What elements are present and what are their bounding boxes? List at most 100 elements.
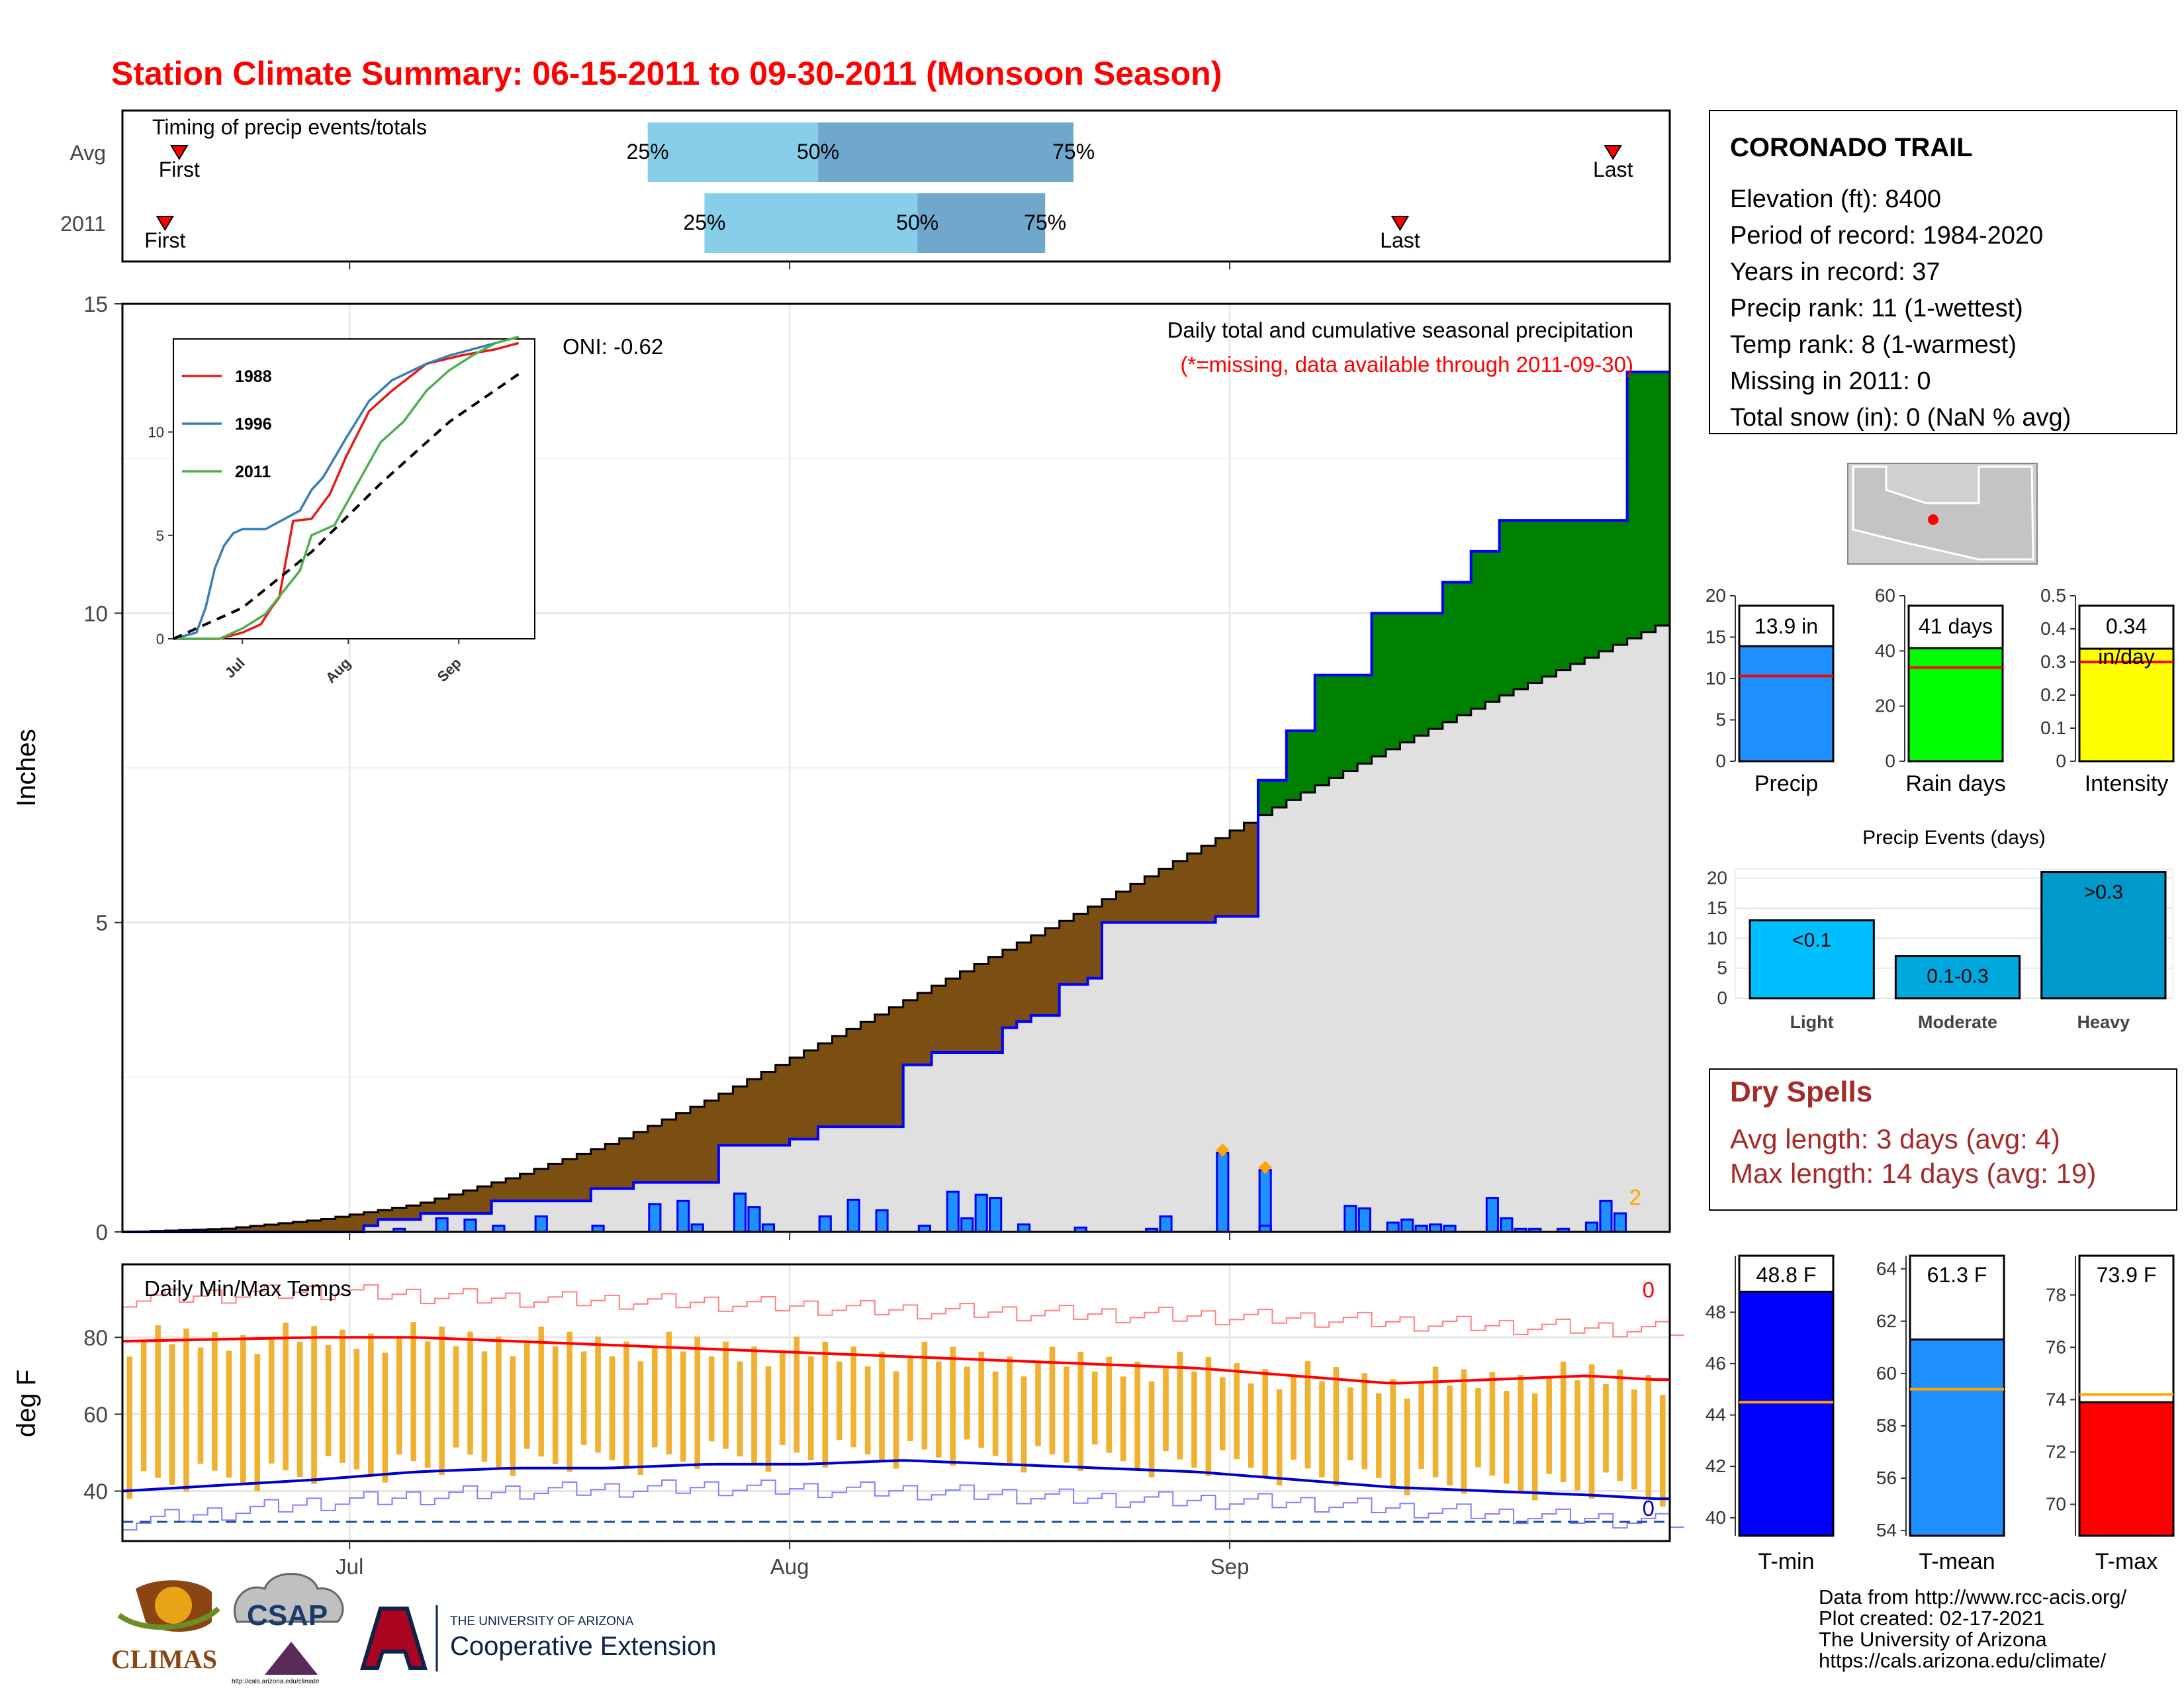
summary-value-unit: in/day bbox=[2098, 645, 2154, 669]
temp-frame bbox=[121, 1263, 1671, 1542]
daily-temp-bar bbox=[595, 1336, 601, 1453]
daily-temp-bar bbox=[567, 1331, 572, 1472]
deficit-segment bbox=[633, 1132, 649, 1183]
deficit-segment bbox=[576, 1154, 592, 1201]
summary-tick-label: 20 bbox=[1875, 696, 1895, 716]
dry-spells-title: Dry Spells bbox=[1730, 1076, 1872, 1108]
deficit-segment bbox=[960, 971, 975, 1053]
daily-precip-bar bbox=[1357, 1207, 1371, 1233]
daily-temp-bar bbox=[1560, 1361, 1567, 1483]
missing-note: (*=missing, data available through 2011-… bbox=[1180, 352, 1633, 377]
station-detail-line: Missing in 2011: 0 bbox=[1730, 367, 1931, 395]
timing-p25-label: 25% bbox=[683, 211, 725, 234]
daily-temp-bar bbox=[1475, 1387, 1481, 1468]
daily-temp-bar bbox=[126, 1356, 133, 1499]
summary-value-label: 41 days bbox=[1919, 614, 1993, 638]
deficit-segment bbox=[1130, 884, 1145, 923]
daily-precip-bar bbox=[747, 1206, 761, 1233]
timing-last-marker bbox=[1604, 145, 1622, 160]
daily-temp-bar bbox=[283, 1323, 289, 1471]
station-detail-line: Total snow (in): 0 (NaN % avg) bbox=[1730, 404, 2071, 432]
daily-temp-bar bbox=[978, 1351, 984, 1448]
daily-temp-bar bbox=[1347, 1387, 1353, 1461]
daily-precip-bar bbox=[960, 1217, 974, 1233]
deficit-segment bbox=[704, 1100, 719, 1183]
daily-temp-bar bbox=[183, 1329, 189, 1492]
surplus-segment bbox=[1570, 520, 1585, 665]
daily-temp-bar bbox=[1504, 1390, 1510, 1484]
locator-map bbox=[1847, 463, 2038, 565]
timing-first-label: First bbox=[144, 228, 185, 252]
deficit-segment bbox=[619, 1138, 634, 1189]
deficit-segment bbox=[420, 1202, 435, 1213]
events-title: Precip Events (days) bbox=[1862, 827, 2046, 849]
precip-y-tick-label: 15 bbox=[83, 292, 108, 316]
daily-precip-bar bbox=[1017, 1223, 1031, 1233]
temp-summary-tick-label: 48 bbox=[1706, 1301, 1726, 1322]
timing-p50-label: 50% bbox=[896, 211, 938, 234]
average-cumulative-line bbox=[122, 624, 1670, 1233]
daily-temp-bar bbox=[410, 1322, 417, 1462]
daily-temp-bar bbox=[1205, 1356, 1212, 1476]
daily-temp-bar bbox=[1447, 1385, 1453, 1485]
deficit-segment bbox=[349, 1214, 365, 1232]
deficit-segment bbox=[676, 1113, 691, 1183]
deficit-segment bbox=[761, 1072, 776, 1146]
daily-temp-bar bbox=[1092, 1371, 1098, 1445]
events-category-label: Moderate bbox=[1918, 1012, 1997, 1032]
date-axis-label: Aug bbox=[770, 1554, 809, 1579]
daily-temp-bar bbox=[936, 1361, 942, 1458]
daily-temp-bar bbox=[396, 1337, 402, 1455]
daily-temp-bar bbox=[1077, 1352, 1084, 1471]
deficit-segment bbox=[803, 1050, 819, 1139]
heavy-event-marker bbox=[1216, 1143, 1230, 1157]
station-detail-line: Period of record: 1984-2020 bbox=[1730, 222, 2043, 250]
daily-precip-bar bbox=[690, 1223, 704, 1233]
deficit-segment bbox=[477, 1186, 492, 1213]
temp-summary-bar-name: T-min bbox=[1758, 1549, 1815, 1574]
inset-average-line bbox=[173, 373, 520, 640]
events-tick-label: 15 bbox=[1707, 898, 1727, 918]
ua-block-a bbox=[359, 1607, 428, 1670]
temp-summary-tick-label: 42 bbox=[1706, 1456, 1726, 1476]
events-tick-label: 5 bbox=[1717, 958, 1727, 978]
daily-precip-bar bbox=[1599, 1199, 1613, 1233]
surplus-segment bbox=[1428, 613, 1443, 729]
daily-temp-bar bbox=[1134, 1362, 1140, 1470]
deficit-segment bbox=[747, 1079, 762, 1146]
daily-temp-bar bbox=[1631, 1389, 1637, 1490]
csap-cloud bbox=[233, 1573, 344, 1623]
daily-temp-bar bbox=[325, 1344, 332, 1456]
daily-temp-bar bbox=[1007, 1356, 1013, 1464]
daily-precip-bar bbox=[676, 1199, 690, 1233]
daily-temp-bar bbox=[197, 1347, 204, 1464]
daily-precip-bar bbox=[1159, 1215, 1173, 1233]
daily-precip-bar bbox=[1216, 1151, 1230, 1233]
timing-p75-label: 75% bbox=[1024, 211, 1066, 234]
daily-temp-bar bbox=[1574, 1380, 1580, 1491]
timing-iqr-upper bbox=[818, 122, 1074, 182]
temp-bottom-count: 0 bbox=[1643, 1496, 1655, 1521]
temp-chart: 40 60 80 bbox=[83, 1264, 1684, 1541]
deficit-segment bbox=[306, 1220, 322, 1232]
temp-y-axis-label: deg F bbox=[12, 1370, 41, 1437]
daily-precip-bar bbox=[946, 1190, 960, 1233]
deficit-segment bbox=[392, 1207, 407, 1220]
temp-label: Daily Min/Max Temps bbox=[144, 1276, 351, 1301]
daily-temp-bar bbox=[268, 1338, 275, 1464]
csap-logo: CSAP http://cals.arizona.edu/climate bbox=[232, 1573, 344, 1685]
deficit-segment bbox=[378, 1209, 393, 1220]
daily-precip-bar bbox=[1343, 1205, 1357, 1233]
deficit-segment bbox=[846, 1029, 861, 1127]
daily-temp-bar bbox=[552, 1346, 559, 1464]
daily-precip-bar bbox=[989, 1197, 1003, 1233]
daily-temp-bar bbox=[1518, 1374, 1524, 1492]
deficit-segment bbox=[278, 1223, 293, 1232]
daily-temp-bar bbox=[1659, 1395, 1666, 1507]
summary-tick-label: 0.1 bbox=[2040, 718, 2066, 738]
events-bar-label: 0.1-0.3 bbox=[1927, 966, 1988, 988]
deficit-segment bbox=[903, 1000, 918, 1065]
daily-temp-bar bbox=[169, 1344, 175, 1485]
deficit-segment bbox=[449, 1194, 464, 1213]
temp-summary-tick-label: 58 bbox=[1876, 1415, 1897, 1436]
